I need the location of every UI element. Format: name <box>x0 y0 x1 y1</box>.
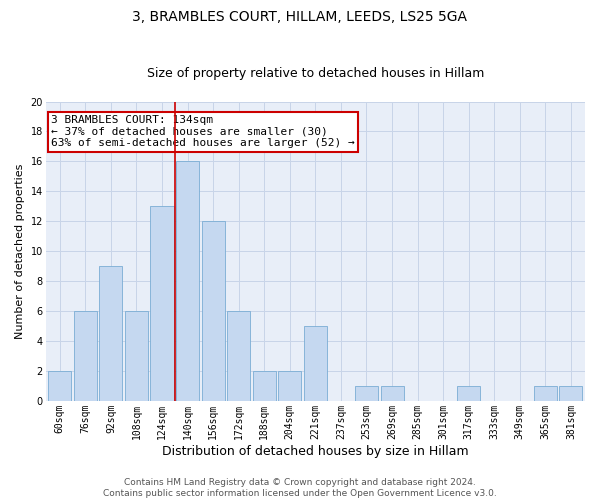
Bar <box>202 222 224 401</box>
Bar <box>355 386 378 401</box>
Bar <box>176 162 199 401</box>
Text: Contains HM Land Registry data © Crown copyright and database right 2024.
Contai: Contains HM Land Registry data © Crown c… <box>103 478 497 498</box>
Title: Size of property relative to detached houses in Hillam: Size of property relative to detached ho… <box>146 66 484 80</box>
Bar <box>253 371 276 401</box>
Bar <box>534 386 557 401</box>
Bar <box>457 386 480 401</box>
Bar <box>48 371 71 401</box>
Bar <box>278 371 301 401</box>
Bar <box>151 206 173 401</box>
Bar <box>304 326 327 401</box>
Bar <box>100 266 122 401</box>
Bar <box>125 311 148 401</box>
Text: 3, BRAMBLES COURT, HILLAM, LEEDS, LS25 5GA: 3, BRAMBLES COURT, HILLAM, LEEDS, LS25 5… <box>133 10 467 24</box>
Y-axis label: Number of detached properties: Number of detached properties <box>15 164 25 339</box>
X-axis label: Distribution of detached houses by size in Hillam: Distribution of detached houses by size … <box>162 444 469 458</box>
Bar <box>559 386 583 401</box>
Bar <box>74 311 97 401</box>
Bar <box>227 311 250 401</box>
Bar <box>380 386 404 401</box>
Text: 3 BRAMBLES COURT: 134sqm
← 37% of detached houses are smaller (30)
63% of semi-d: 3 BRAMBLES COURT: 134sqm ← 37% of detach… <box>51 115 355 148</box>
